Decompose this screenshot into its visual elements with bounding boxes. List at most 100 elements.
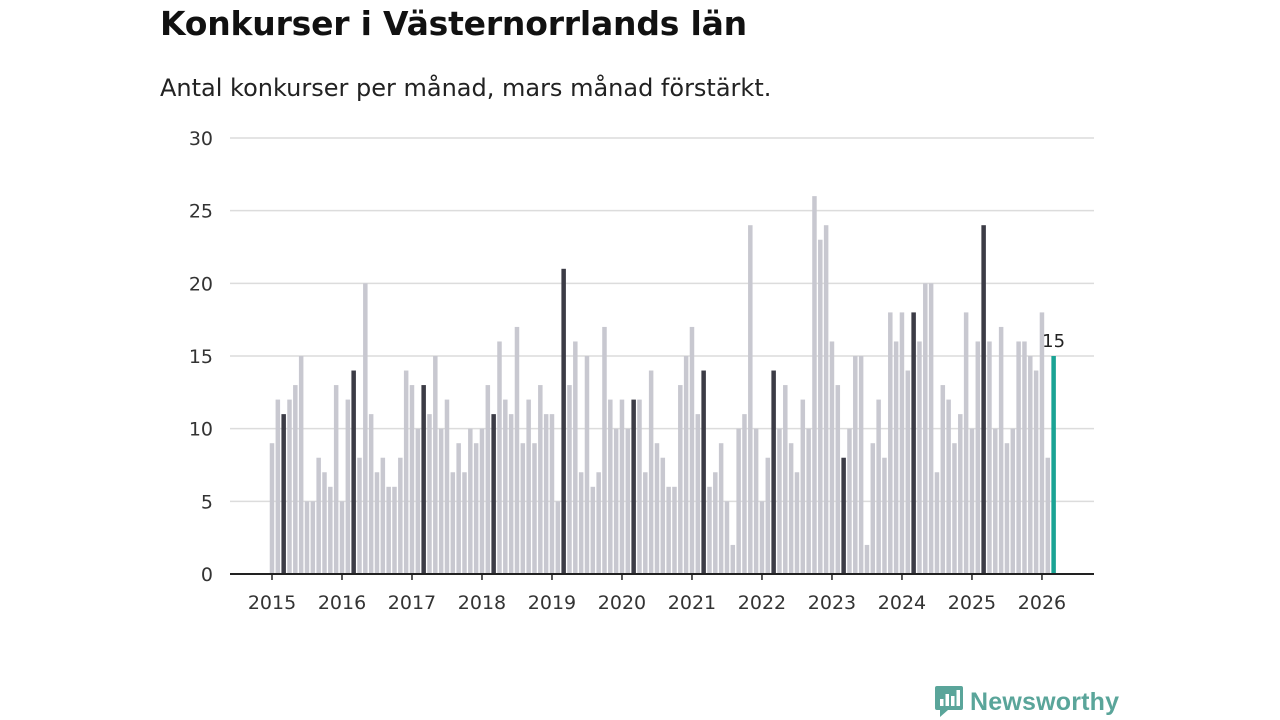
latest-value-label: 15 (1042, 331, 1065, 352)
bar (987, 341, 992, 574)
chart-subtitle: Antal konkurser per månad, mars månad fö… (160, 74, 772, 102)
bar (940, 385, 946, 574)
bar (602, 326, 607, 574)
x-tick-label: 2021 (668, 592, 716, 614)
bar (695, 414, 701, 574)
bar (380, 457, 386, 574)
bar (917, 341, 922, 574)
bar (304, 501, 310, 574)
chart-title: Konkurser i Västernorrlands län (160, 4, 747, 43)
bar (882, 457, 887, 574)
bar (415, 428, 421, 574)
bar (1022, 341, 1027, 574)
bar (748, 225, 753, 574)
bar (543, 414, 549, 574)
bar (1033, 370, 1039, 574)
x-tick-label: 2023 (808, 592, 856, 614)
bar (643, 472, 648, 574)
y-tick-label: 0 (201, 564, 213, 586)
bar (328, 486, 333, 574)
bar (444, 399, 450, 574)
bar (899, 312, 905, 574)
bar (1028, 356, 1033, 574)
bar (1004, 443, 1010, 574)
bar (963, 312, 969, 574)
bar (631, 399, 636, 574)
bar (841, 457, 846, 574)
bar (322, 472, 327, 574)
bar (298, 356, 304, 574)
bar (666, 486, 671, 574)
bar (269, 443, 275, 574)
bar (800, 399, 806, 574)
y-tick-label: 20 (189, 273, 213, 295)
bar (351, 370, 356, 574)
y-tick-label: 15 (189, 346, 213, 368)
bar (718, 443, 724, 574)
newsworthy-logo-icon (935, 686, 963, 717)
bar (532, 443, 537, 574)
data-labels: 15 (1042, 331, 1065, 352)
bar (911, 312, 916, 574)
bar (368, 414, 374, 574)
x-tick-label: 2016 (318, 592, 366, 614)
bar (975, 341, 981, 574)
x-tick-label: 2024 (878, 592, 926, 614)
bar (777, 428, 782, 574)
bar (701, 370, 706, 574)
bar (310, 501, 316, 574)
bar (508, 414, 514, 574)
newsworthy-logo[interactable]: Newsworthy (934, 684, 1119, 720)
bar (526, 399, 531, 574)
bar (561, 268, 566, 574)
bar (998, 326, 1004, 574)
bar (864, 544, 870, 574)
bar (386, 486, 391, 574)
bar (969, 428, 975, 574)
bar (333, 385, 339, 574)
bar (427, 414, 432, 574)
bar (893, 341, 899, 574)
bar (485, 385, 491, 574)
bar (637, 399, 642, 574)
bar (520, 443, 526, 574)
bar (573, 341, 578, 574)
y-tick-label: 25 (189, 201, 213, 223)
bar (549, 414, 555, 574)
bar (689, 326, 695, 574)
bar (765, 457, 771, 574)
bar (672, 486, 677, 574)
bar (946, 399, 951, 574)
bar (806, 428, 811, 574)
bar (567, 385, 572, 574)
bar (771, 370, 776, 574)
bar (590, 486, 596, 574)
bar (409, 385, 415, 574)
bar (858, 356, 864, 574)
bar (794, 472, 800, 574)
bar (783, 385, 788, 574)
bar (713, 472, 718, 574)
bar (678, 385, 683, 574)
bar (363, 283, 368, 574)
y-tick-label: 5 (201, 491, 213, 513)
bar (357, 457, 362, 574)
bar (958, 414, 963, 574)
x-tick-label: 2025 (948, 592, 996, 614)
bar (759, 501, 765, 574)
bar (923, 283, 928, 574)
bar (450, 472, 456, 574)
bar (625, 428, 631, 574)
bar (456, 443, 461, 574)
y-tick-label: 30 (189, 128, 213, 150)
bar (608, 399, 613, 574)
bar (1045, 457, 1051, 574)
bar (473, 443, 479, 574)
bar (374, 472, 380, 574)
bar (596, 472, 601, 574)
bar (981, 225, 986, 574)
bar (503, 399, 508, 574)
bar (281, 414, 286, 574)
bar (339, 501, 345, 574)
bar (812, 196, 817, 574)
